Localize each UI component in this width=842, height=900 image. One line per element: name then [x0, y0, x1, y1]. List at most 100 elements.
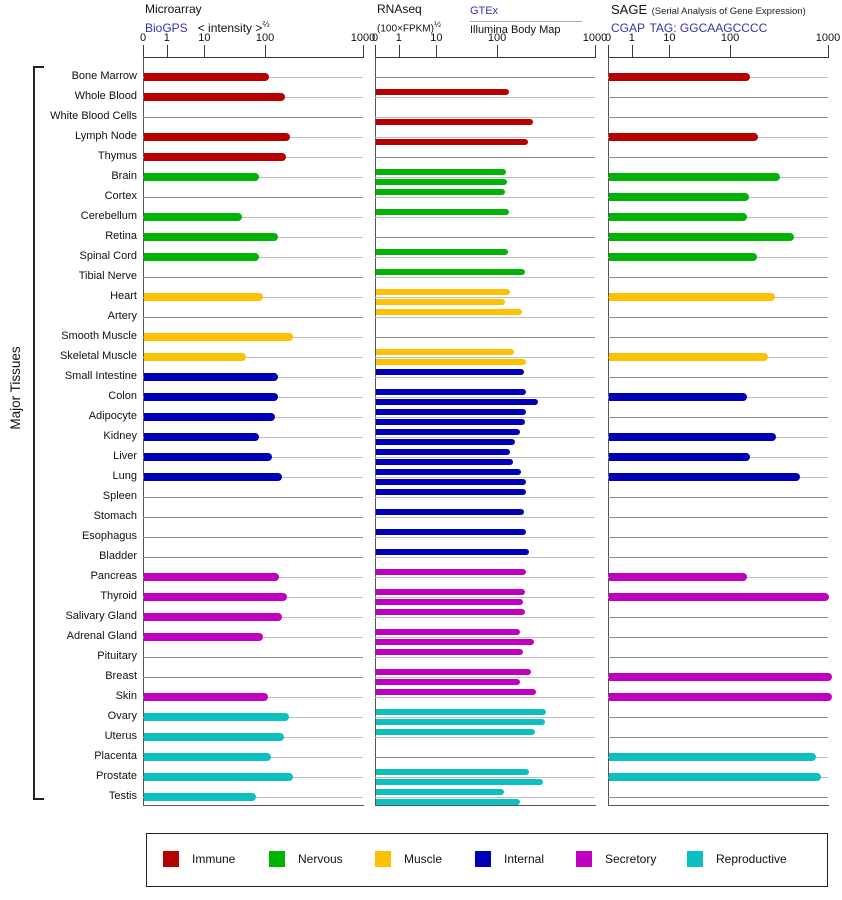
tissue-label: Bladder [99, 550, 137, 562]
tissue-label: Ovary [107, 710, 137, 722]
tissue-label: Adipocyte [88, 410, 137, 422]
tissue-label: Cortex [104, 190, 137, 202]
bar-rnaseq-skeletal-muscle [376, 359, 526, 365]
bar-microarray-pancreas [144, 573, 279, 581]
row-track [608, 717, 828, 718]
bar-sage-retina [609, 233, 794, 241]
bar-rnaseq-brain [376, 169, 507, 175]
legend: Immune Nervous Muscle Internal Secretory Repr… [146, 833, 828, 887]
axis-tick [608, 45, 609, 57]
bar-rnaseq-breast [376, 669, 531, 675]
bar-rnaseq-small-intestine [376, 369, 525, 375]
bar-sage-liver [609, 453, 750, 461]
biogps-link[interactable]: BioGPS [145, 21, 188, 35]
axis-tick [265, 45, 267, 57]
bar-rnaseq-skeletal-muscle [376, 349, 514, 355]
row-track [375, 117, 595, 118]
row-track [375, 637, 595, 638]
rnaseq-scale-exponent: ½ [433, 19, 442, 29]
bar-sage-prostate [609, 773, 821, 781]
tissue-label: Artery [107, 310, 137, 322]
panel-header-sage: SAGE (Serial Analysis of Gene Expression… [611, 2, 806, 36]
row-track [375, 657, 595, 658]
row-track [375, 217, 595, 218]
bar-microarray-smooth-muscle [144, 333, 293, 341]
panel-left-border [375, 57, 376, 805]
bar-rnaseq-kidney [376, 429, 521, 435]
axis-tick [828, 45, 829, 57]
bar-sage-cortex [609, 193, 749, 201]
row-track [608, 377, 828, 378]
bar-rnaseq-thyroid [376, 589, 526, 595]
axis-line [143, 57, 364, 58]
cgap-link[interactable]: CGAP [611, 21, 646, 35]
panel-bottom-border [375, 805, 596, 806]
bar-microarray-brain [144, 173, 260, 181]
bar-rnaseq-tibial-nerve [376, 269, 525, 275]
bar-rnaseq-lung [376, 469, 521, 475]
legend-swatch-secretory [576, 851, 592, 867]
axis-tick [363, 45, 364, 57]
row-track [608, 317, 828, 318]
axis-tick [143, 45, 144, 57]
tissue-label: Skeletal Muscle [59, 350, 137, 362]
axis-tick [166, 45, 168, 57]
tissue-label: Retina [105, 230, 137, 242]
tissue-label: Pancreas [90, 570, 137, 582]
axis-tick [631, 45, 633, 57]
bar-sage-lymph-node [609, 133, 758, 141]
bar-microarray-testis [144, 793, 256, 801]
tissue-label: Spinal Cord [79, 250, 137, 262]
row-track [143, 197, 363, 198]
bar-rnaseq-bladder [376, 549, 530, 555]
row-track [375, 137, 595, 138]
bar-rnaseq-adipocyte [376, 419, 526, 425]
row-track [143, 357, 363, 358]
bar-rnaseq-thyroid [376, 599, 524, 605]
bar-rnaseq-pancreas [376, 569, 526, 575]
tissue-label: Salivary Gland [65, 610, 137, 622]
row-track [375, 577, 595, 578]
bar-rnaseq-salivary-gland [376, 609, 526, 615]
gtex-link[interactable]: GTEx [470, 5, 499, 17]
tissue-label: Lung [112, 470, 137, 482]
bar-sage-kidney [609, 433, 776, 441]
row-track [375, 697, 595, 698]
bar-microarray-uterus [144, 733, 284, 741]
row-track [608, 537, 828, 538]
row-track [608, 117, 828, 118]
row-track [375, 417, 595, 418]
axis-tick [204, 45, 206, 57]
row-track [143, 317, 363, 318]
axis-tick-label: 0 [139, 32, 147, 44]
row-track [608, 517, 828, 518]
axis-tick-label: 1000 [815, 32, 841, 44]
bar-sage-brain [609, 173, 780, 181]
legend-swatch-immune [163, 851, 179, 867]
bar-rnaseq-heart [376, 289, 511, 295]
row-track [608, 657, 828, 658]
axis-tick [497, 45, 499, 57]
bar-microarray-skeletal-muscle [144, 353, 246, 361]
axis-line [375, 57, 596, 58]
bar-microarray-whole-blood [144, 93, 286, 101]
axis-tick-label: 0 [604, 32, 612, 44]
axis-tick [730, 45, 732, 57]
panel-bottom-border [608, 805, 829, 806]
row-track [143, 497, 363, 498]
bar-microarray-prostate [144, 773, 293, 781]
bar-rnaseq-skin [376, 689, 537, 695]
tissue-label: Small Intestine [64, 370, 137, 382]
bar-microarray-adipocyte [144, 413, 275, 421]
bar-rnaseq-adrenal-gland [376, 639, 534, 645]
row-track [143, 277, 363, 278]
row-track [375, 557, 595, 558]
bar-rnaseq-artery [376, 309, 523, 315]
row-track [375, 77, 595, 78]
bar-rnaseq-breast [376, 679, 520, 685]
bar-rnaseq-uterus [376, 729, 535, 735]
bar-rnaseq-esophagus [376, 529, 527, 535]
tissue-label: Bone Marrow [71, 70, 137, 82]
row-track [608, 617, 828, 618]
bar-microarray-spinal-cord [144, 253, 260, 261]
